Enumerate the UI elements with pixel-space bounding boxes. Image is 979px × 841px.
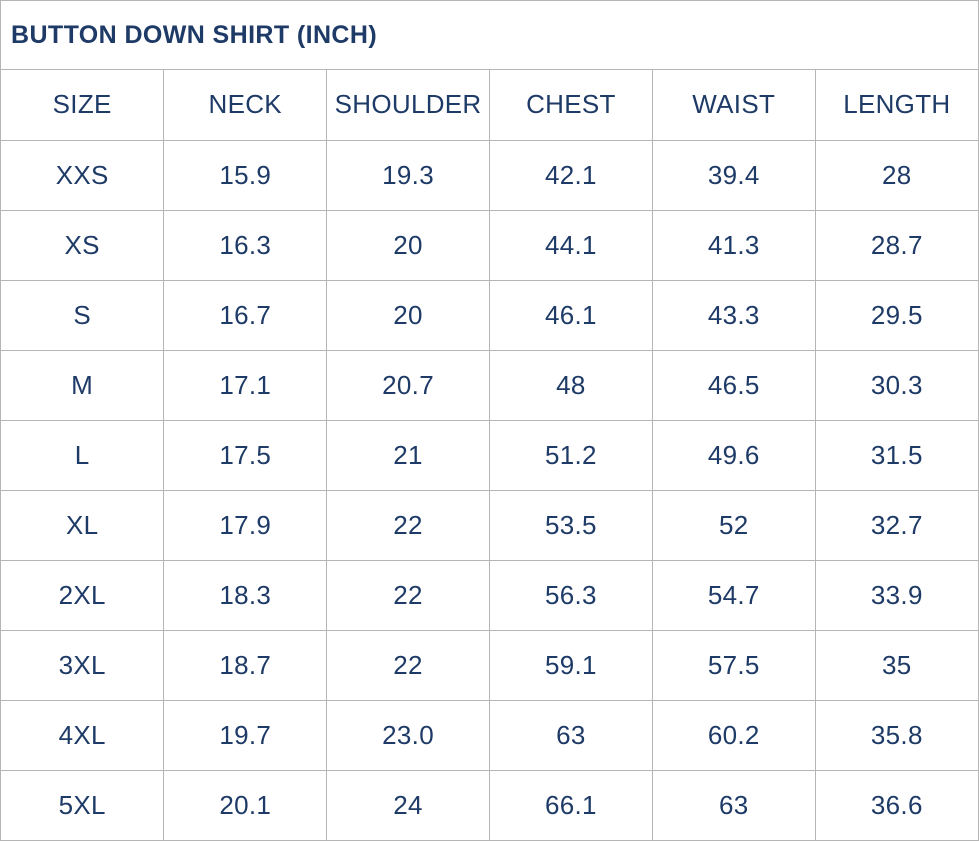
table-row: XXS 15.9 19.3 42.1 39.4 28: [1, 139, 978, 211]
measurement-value: 20: [326, 209, 490, 281]
measurement-value: 52: [651, 489, 816, 561]
measurement-value: 19.3: [326, 139, 490, 211]
column-header-neck: NECK: [163, 70, 328, 141]
measurement-value: 39.4: [651, 139, 816, 211]
measurement-value: 60.2: [651, 699, 816, 771]
measurement-value: 66.1: [488, 769, 653, 840]
size-label: M: [1, 349, 165, 421]
table-row: XL 17.9 22 53.5 52 32.7: [1, 489, 978, 561]
table-row: 5XL 20.1 24 66.1 63 36.6: [1, 769, 978, 840]
measurement-value: 31.5: [814, 419, 978, 491]
measurement-value: 54.7: [651, 559, 816, 631]
measurement-value: 53.5: [488, 489, 653, 561]
table-row: S 16.7 20 46.1 43.3 29.5: [1, 279, 978, 351]
measurement-value: 22: [326, 559, 490, 631]
measurement-value: 63: [651, 769, 816, 840]
measurement-value: 46.5: [651, 349, 816, 421]
measurement-value: 22: [326, 489, 490, 561]
measurement-value: 28.7: [814, 209, 978, 281]
size-label: 2XL: [1, 559, 165, 631]
measurement-value: 21: [326, 419, 490, 491]
size-chart-table: SIZE NECK SHOULDER CHEST WAIST LENGTH XX…: [1, 70, 978, 840]
column-header-shoulder: SHOULDER: [326, 70, 490, 141]
measurement-value: 15.9: [163, 139, 328, 211]
size-label: XL: [1, 489, 165, 561]
size-label: XS: [1, 209, 165, 281]
column-header-chest: CHEST: [488, 70, 653, 141]
table-row: XS 16.3 20 44.1 41.3 28.7: [1, 209, 978, 281]
size-label: 3XL: [1, 629, 165, 701]
measurement-value: 28: [814, 139, 978, 211]
measurement-value: 17.1: [163, 349, 328, 421]
size-label: 4XL: [1, 699, 165, 771]
measurement-value: 43.3: [651, 279, 816, 351]
measurement-value: 35.8: [814, 699, 978, 771]
measurement-value: 30.3: [814, 349, 978, 421]
measurement-value: 22: [326, 629, 490, 701]
measurement-value: 18.7: [163, 629, 328, 701]
measurement-value: 35: [814, 629, 978, 701]
table-row: 2XL 18.3 22 56.3 54.7 33.9: [1, 559, 978, 631]
measurement-value: 17.5: [163, 419, 328, 491]
page-title: BUTTON DOWN SHIRT (INCH): [11, 20, 378, 49]
measurement-value: 20.1: [163, 769, 328, 840]
table-row: 3XL 18.7 22 59.1 57.5 35: [1, 629, 978, 701]
measurement-value: 41.3: [651, 209, 816, 281]
measurement-value: 42.1: [488, 139, 653, 211]
measurement-value: 63: [488, 699, 653, 771]
size-label: S: [1, 279, 165, 351]
column-header-size: SIZE: [1, 70, 165, 141]
size-label: 5XL: [1, 769, 165, 840]
measurement-value: 20.7: [326, 349, 490, 421]
table-row: M 17.1 20.7 48 46.5 30.3: [1, 349, 978, 421]
measurement-value: 44.1: [488, 209, 653, 281]
table-row: L 17.5 21 51.2 49.6 31.5: [1, 419, 978, 491]
measurement-value: 59.1: [488, 629, 653, 701]
measurement-value: 51.2: [488, 419, 653, 491]
column-header-length: LENGTH: [814, 70, 978, 141]
measurement-value: 48: [488, 349, 653, 421]
chart-title-bar: BUTTON DOWN SHIRT (INCH): [1, 1, 978, 70]
size-label: L: [1, 419, 165, 491]
measurement-value: 20: [326, 279, 490, 351]
header-row: SIZE NECK SHOULDER CHEST WAIST LENGTH: [1, 70, 978, 141]
measurement-value: 16.3: [163, 209, 328, 281]
measurement-value: 19.7: [163, 699, 328, 771]
measurement-value: 24: [326, 769, 490, 840]
measurement-value: 32.7: [814, 489, 978, 561]
measurement-value: 17.9: [163, 489, 328, 561]
measurement-value: 36.6: [814, 769, 978, 840]
measurement-value: 57.5: [651, 629, 816, 701]
measurement-value: 56.3: [488, 559, 653, 631]
measurement-value: 29.5: [814, 279, 978, 351]
measurement-value: 18.3: [163, 559, 328, 631]
measurement-value: 46.1: [488, 279, 653, 351]
measurement-value: 23.0: [326, 699, 490, 771]
size-label: XXS: [1, 139, 165, 211]
measurement-value: 49.6: [651, 419, 816, 491]
column-header-waist: WAIST: [651, 70, 816, 141]
measurement-value: 16.7: [163, 279, 328, 351]
table-row: 4XL 19.7 23.0 63 60.2 35.8: [1, 699, 978, 771]
measurement-value: 33.9: [814, 559, 978, 631]
